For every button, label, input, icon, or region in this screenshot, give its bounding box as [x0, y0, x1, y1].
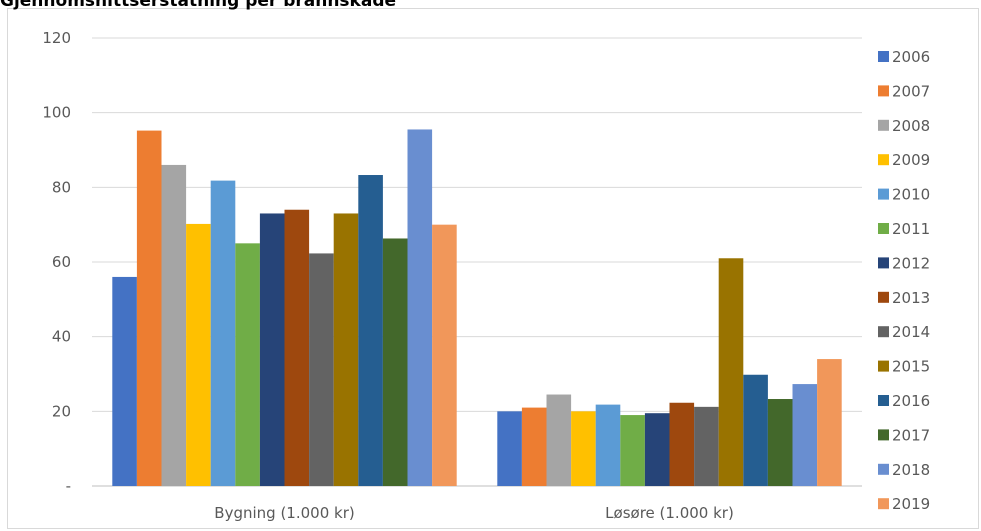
- legend-swatch-2009: [878, 154, 889, 166]
- bar-2007-losore: [521, 407, 547, 486]
- legend-label-2019: 2019: [892, 495, 930, 513]
- bar-2016-bygning: [358, 175, 383, 486]
- legend-label-2014: 2014: [892, 323, 930, 341]
- bar-2011-losore: [620, 415, 645, 486]
- bar-2006-bygning: [112, 276, 137, 486]
- y-tick-label: 100: [42, 104, 71, 122]
- bar-2018-losore: [792, 384, 818, 486]
- bar-2013-bygning: [284, 209, 310, 486]
- y-tick-label: 80: [52, 178, 71, 196]
- y-tick-label: -: [66, 477, 71, 495]
- bar-2007-bygning: [136, 130, 162, 486]
- legend-swatch-2011: [878, 223, 889, 234]
- bar-2017-losore: [767, 399, 793, 486]
- legend-label-2018: 2018: [892, 461, 930, 479]
- legend-swatch-2019: [878, 498, 889, 510]
- bar-2017-bygning: [382, 238, 408, 486]
- legend-swatch-2018: [878, 463, 889, 475]
- bar-2010-losore: [595, 404, 621, 486]
- legend-swatch-2015: [878, 360, 889, 372]
- bar-2015-losore: [718, 258, 744, 486]
- legend-label-2015: 2015: [892, 358, 930, 376]
- legend-swatch-2007: [878, 85, 889, 97]
- x-category-label: Løsøre (1.000 kr): [605, 504, 734, 522]
- legend-label-2017: 2017: [892, 426, 930, 444]
- y-tick-label: 40: [52, 328, 71, 346]
- bar-2014-bygning: [309, 253, 334, 486]
- bar-2012-losore: [644, 413, 670, 486]
- legend-swatch-2016: [878, 395, 889, 406]
- bar-2018-bygning: [407, 129, 433, 486]
- legend-swatch-2008: [878, 119, 889, 131]
- legend-swatch-2006: [878, 51, 889, 62]
- y-tick-label: 120: [42, 29, 71, 47]
- bar-2016-losore: [743, 374, 768, 486]
- legend-label-2012: 2012: [892, 254, 930, 272]
- legend-swatch-2010: [878, 188, 889, 200]
- bar-2011-bygning: [235, 243, 260, 486]
- bar-2014-losore: [694, 406, 719, 486]
- bar-2012-bygning: [259, 213, 285, 486]
- chart-title: Gjennomsnittserstatning per brannskade: [0, 0, 397, 11]
- bar-2008-bygning: [161, 164, 187, 486]
- legend-swatch-2012: [878, 257, 889, 269]
- bar-2006-losore: [497, 411, 522, 486]
- bar-2009-losore: [571, 411, 596, 486]
- legend-label-2010: 2010: [892, 186, 930, 204]
- legend-label-2011: 2011: [892, 220, 930, 238]
- legend-label-2008: 2008: [892, 117, 930, 135]
- legend-label-2016: 2016: [892, 392, 930, 410]
- legend-swatch-2013: [878, 291, 889, 303]
- y-tick-label: 60: [52, 253, 71, 271]
- bar-2013-losore: [669, 402, 695, 486]
- x-category-label: Bygning (1.000 kr): [214, 504, 354, 522]
- bar-2015-bygning: [333, 213, 359, 486]
- y-tick-label: 20: [52, 402, 71, 420]
- bar-2019-losore: [817, 359, 842, 486]
- bar-2008-losore: [546, 394, 572, 486]
- legend-label-2009: 2009: [892, 151, 930, 169]
- bar-2010-bygning: [210, 180, 236, 486]
- legend-label-2006: 2006: [892, 48, 930, 66]
- legend-swatch-2014: [878, 326, 889, 338]
- chart-frame: [7, 8, 979, 529]
- legend-label-2013: 2013: [892, 289, 930, 307]
- legend-swatch-2017: [878, 429, 889, 441]
- bar-2009-bygning: [186, 223, 211, 487]
- legend-label-2007: 2007: [892, 82, 930, 100]
- bar-2019-bygning: [432, 224, 457, 486]
